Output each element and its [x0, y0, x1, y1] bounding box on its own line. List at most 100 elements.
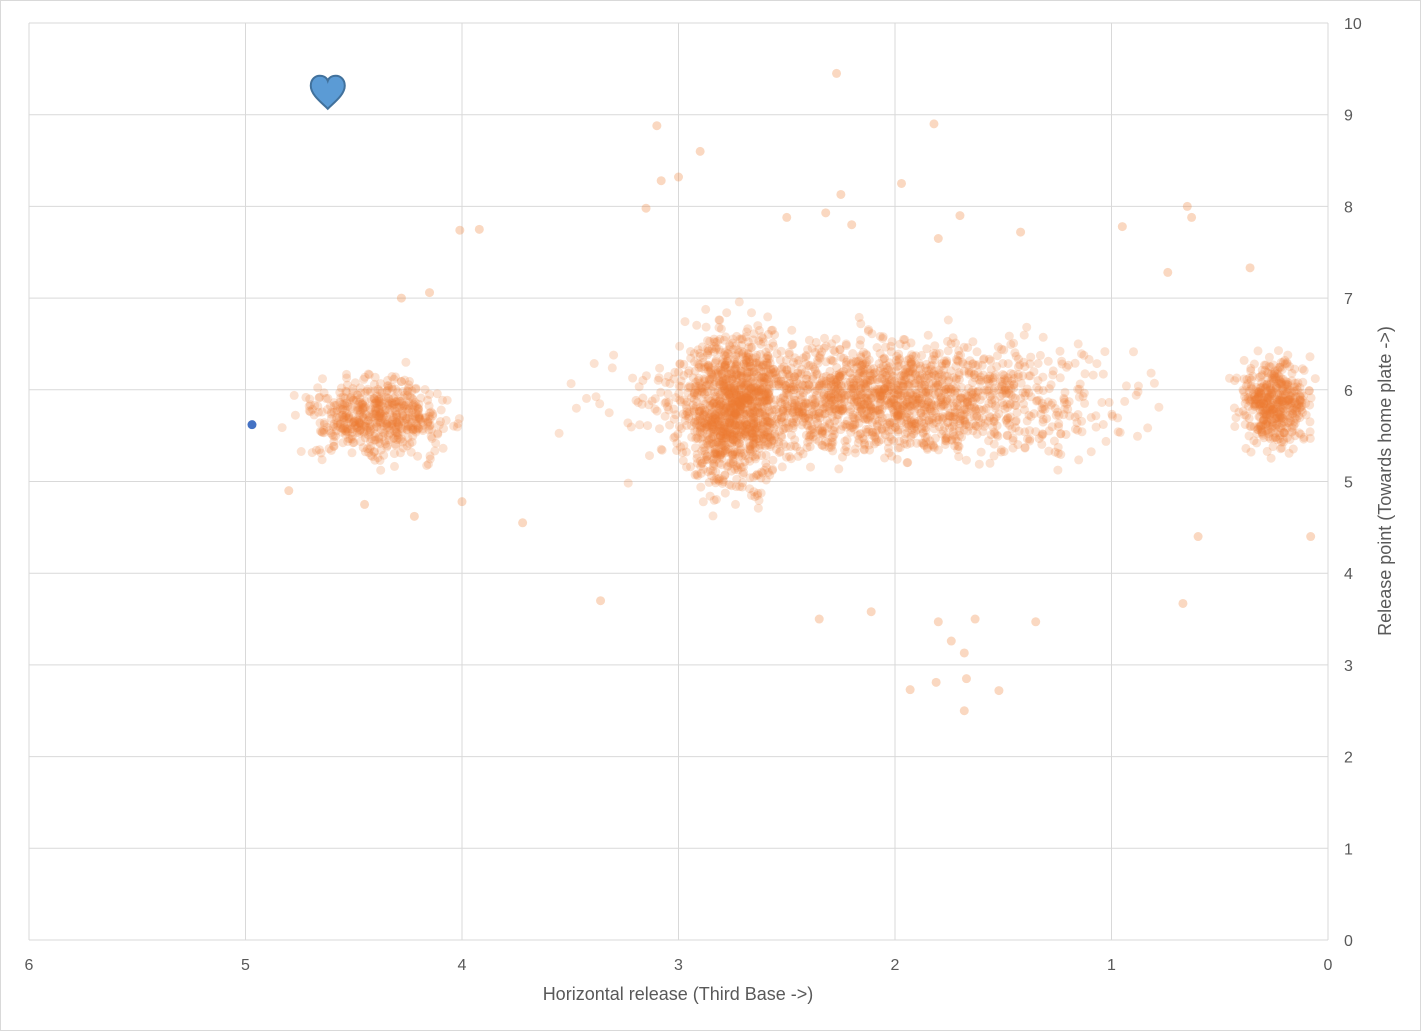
pitch-point	[908, 390, 918, 400]
pitch-point	[931, 371, 941, 380]
pitch-point	[777, 417, 787, 427]
pitch-point	[789, 385, 799, 395]
pitch-point	[976, 372, 986, 382]
pitch-point	[842, 378, 851, 387]
pitch-point	[787, 398, 797, 408]
pitch-point	[836, 370, 846, 380]
pitch-point	[669, 404, 679, 414]
pitch-point	[1246, 447, 1256, 457]
pitch-point	[862, 394, 872, 404]
pitch-point	[931, 418, 941, 427]
pitch-point	[1053, 448, 1063, 458]
pitch-point	[757, 396, 767, 406]
pitch-point	[755, 384, 765, 394]
pitch-point	[911, 359, 921, 369]
pitch-point	[918, 438, 928, 448]
pitch-point	[655, 363, 665, 373]
pitch-point	[896, 410, 906, 420]
pitch-point	[1310, 374, 1320, 384]
pitch-point	[716, 416, 726, 426]
pitch-point	[898, 378, 908, 388]
pitch-point	[854, 312, 864, 322]
pitch-point	[884, 399, 894, 409]
outlier-point	[425, 288, 435, 298]
pitch-point	[899, 435, 909, 444]
pitch-point	[910, 385, 920, 395]
pitch-point	[736, 434, 746, 444]
pitch-point	[964, 369, 974, 379]
pitch-point	[1276, 373, 1286, 383]
pitch-point	[763, 388, 773, 398]
pitch-point	[759, 395, 769, 405]
pitch-point	[654, 373, 664, 383]
pitch-point	[860, 438, 869, 448]
pitch-point	[962, 391, 972, 401]
pitch-point	[921, 388, 931, 398]
pitch-point	[438, 395, 447, 405]
pitch-point	[951, 375, 961, 385]
pitch-point	[875, 331, 885, 341]
pitch-point	[892, 454, 902, 464]
pitch-point	[999, 371, 1009, 380]
pitch-point	[788, 407, 798, 417]
y-tick-label: 10	[1344, 16, 1362, 33]
pitch-point	[832, 363, 842, 372]
pitch-point	[1001, 375, 1011, 385]
pitch-point	[992, 421, 1002, 431]
pitch-point	[927, 400, 937, 410]
pitch-point	[863, 364, 873, 374]
outlier-point	[970, 614, 980, 624]
pitch-point	[734, 430, 743, 440]
pitch-point	[982, 374, 992, 384]
pitch-point	[922, 444, 932, 454]
pitch-point	[859, 445, 869, 455]
pitch-point	[948, 333, 958, 343]
pitch-point	[929, 406, 939, 416]
pitch-point	[772, 349, 782, 359]
pitch-point	[702, 438, 712, 448]
pitch-point	[992, 362, 1002, 371]
pitch-point	[924, 378, 934, 388]
pitch-point	[933, 380, 943, 390]
pitch-point	[802, 443, 812, 453]
pitch-point	[761, 374, 771, 384]
pitch-point	[722, 403, 732, 413]
pitch-point	[973, 368, 983, 378]
pitch-point	[861, 382, 871, 392]
pitch-point	[869, 388, 879, 398]
pitch-point	[906, 359, 916, 369]
pitch-point	[893, 411, 903, 421]
pitch-point	[554, 428, 564, 438]
pitch-point	[776, 376, 786, 386]
y-tick-label: 7	[1344, 291, 1353, 308]
pitch-point	[756, 373, 766, 383]
pitch-point	[1265, 383, 1275, 393]
pitch-point	[1003, 359, 1013, 369]
pitch-point	[934, 348, 944, 358]
pitch-point	[1003, 413, 1013, 423]
pitch-point	[946, 384, 956, 394]
pitch-point	[908, 364, 918, 374]
pitch-point	[1257, 365, 1267, 375]
pitch-point	[825, 418, 834, 428]
pitch-point	[833, 404, 843, 414]
pitch-point	[714, 363, 724, 373]
pitch-point	[1296, 429, 1306, 439]
pitch-point	[810, 400, 819, 410]
pitch-point	[749, 426, 759, 435]
pitch-point	[880, 383, 890, 393]
pitch-point	[875, 366, 885, 376]
pitch-point	[815, 408, 824, 418]
pitch-point	[711, 344, 721, 354]
pitch-point	[961, 389, 970, 399]
pitch-point	[726, 403, 736, 413]
pitch-point	[773, 412, 783, 422]
pitch-point	[914, 394, 924, 404]
pitch-point	[950, 389, 960, 399]
pitch-point	[736, 416, 745, 426]
pitch-point	[887, 434, 897, 444]
pitch-point	[887, 394, 897, 404]
pitch-point	[1113, 427, 1123, 437]
pitch-point	[898, 401, 908, 410]
pitch-point	[714, 315, 724, 325]
